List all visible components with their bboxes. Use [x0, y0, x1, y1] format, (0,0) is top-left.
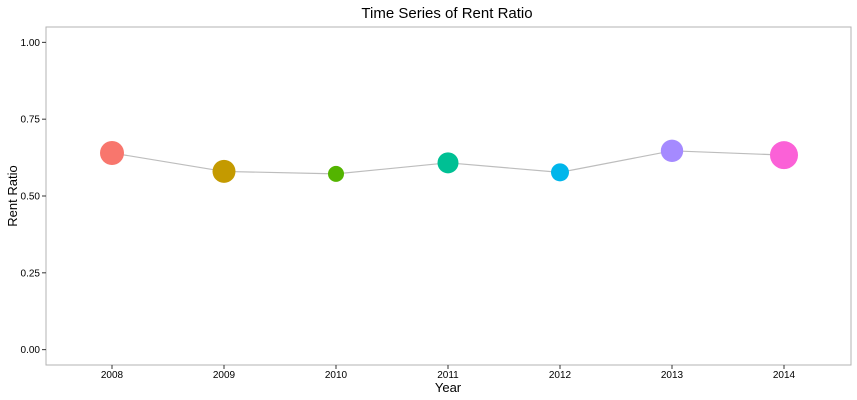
x-tick-label: 2009 [213, 370, 236, 381]
data-points-group [100, 139, 798, 183]
x-tick-label: 2011 [437, 370, 459, 381]
x-axis: 2008 2009 2010 2011 2012 2013 2014 [101, 365, 796, 381]
y-tick-label: 0.75 [21, 115, 41, 126]
x-tick-label: 2008 [101, 370, 124, 381]
data-point-2008[interactable] [100, 140, 124, 165]
y-axis-title: Rent Ratio [5, 165, 20, 226]
data-point-2014[interactable] [770, 141, 798, 170]
x-axis-title: Year [435, 380, 462, 395]
x-tick-label: 2013 [661, 370, 684, 381]
x-tick-label: 2014 [773, 370, 796, 381]
y-tick-label: 0.00 [21, 345, 41, 356]
y-axis: 0.00 0.25 0.50 0.75 1.00 [21, 38, 46, 356]
y-tick-label: 0.50 [21, 192, 41, 203]
y-tick-label: 0.25 [21, 268, 41, 279]
data-point-2011[interactable] [437, 152, 459, 174]
data-point-2013[interactable] [660, 139, 684, 163]
data-point-2010[interactable] [328, 165, 344, 182]
plot-panel [45, 26, 852, 366]
y-tick-label: 1.00 [21, 38, 41, 49]
x-tick-label: 2012 [549, 370, 572, 381]
x-tick-label: 2010 [325, 370, 348, 381]
data-point-2009[interactable] [212, 159, 236, 183]
data-point-2012[interactable] [551, 163, 569, 182]
chart-title: Time Series of Rent Ratio [361, 5, 532, 22]
